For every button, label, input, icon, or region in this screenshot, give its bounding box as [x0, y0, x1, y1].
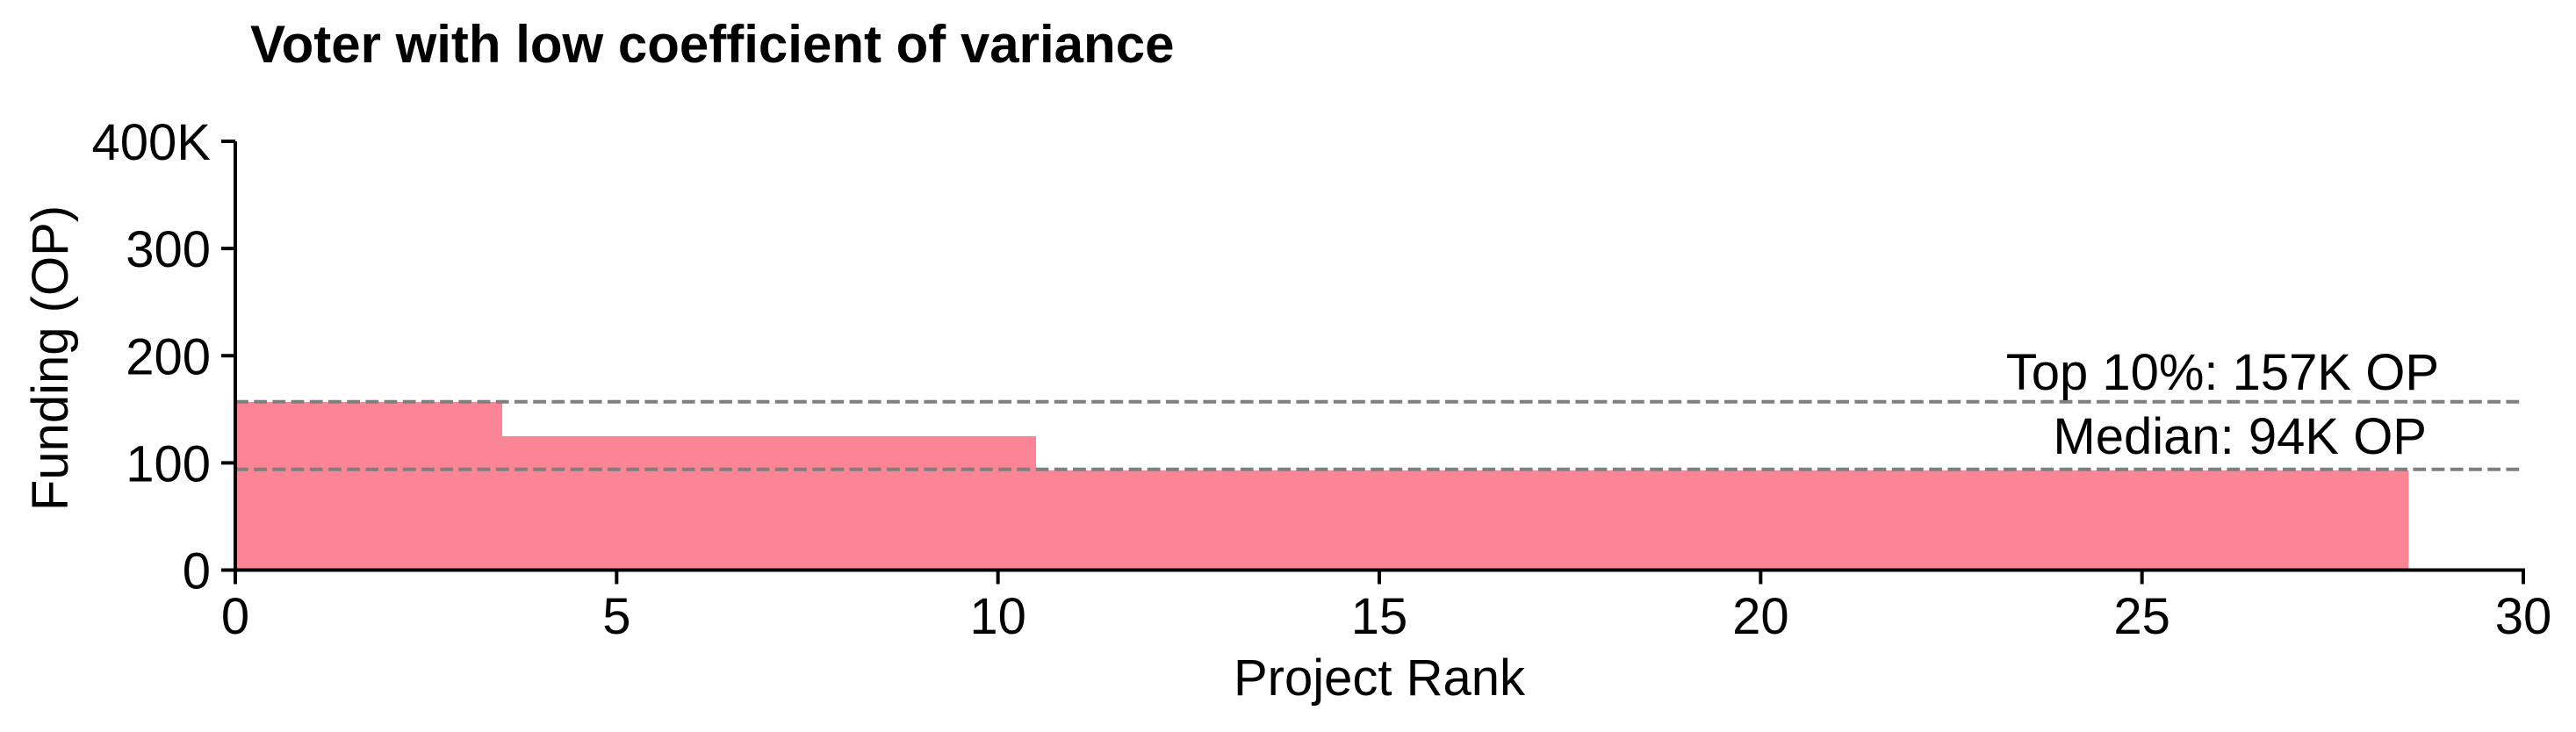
bar-rank-0	[235, 401, 274, 571]
bar-rank-13	[1188, 470, 1265, 571]
bar-rank-27	[2256, 470, 2333, 571]
y-tick-label-100: 100	[126, 435, 211, 492]
bars-layer	[235, 401, 2409, 571]
bar-rank-17	[1493, 470, 1571, 571]
bar-rank-24	[2027, 470, 2105, 571]
x-tick-label-0: 0	[221, 588, 249, 645]
x-tick-label-30: 30	[2495, 588, 2552, 645]
bar-rank-8	[807, 435, 884, 571]
x-tick-label-15: 15	[1351, 588, 1408, 645]
axes-layer	[221, 140, 2525, 585]
bar-rank-1	[273, 401, 350, 571]
bar-rank-3	[426, 401, 503, 571]
bar-rank-14	[1264, 470, 1342, 571]
bar-rank-20	[1722, 470, 1799, 571]
labels-layer: Voter with low coefficient of variance P…	[22, 15, 2439, 707]
bar-rank-7	[730, 435, 808, 571]
x-tick-label-10: 10	[969, 588, 1026, 645]
bar-rank-6	[654, 435, 731, 571]
y-tick-label-0: 0	[183, 543, 211, 600]
annotation-lines-layer	[235, 399, 2523, 471]
x-tick-label-20: 20	[1732, 588, 1789, 645]
bar-rank-21	[1798, 470, 1875, 571]
bar-rank-18	[1570, 470, 1647, 571]
y-tick-label-200: 200	[126, 328, 211, 385]
bar-rank-4	[502, 435, 579, 571]
bar-rank-23	[1951, 470, 2028, 571]
y-tick-label-400K: 400K	[92, 114, 212, 171]
top10-annotation-label: Top 10%: 157K OP	[2006, 344, 2439, 401]
bar-rank-10	[960, 435, 1037, 571]
y-axis-label: Funding (OP)	[22, 205, 79, 511]
bar-rank-16	[1417, 470, 1494, 571]
x-tick-label-25: 25	[2113, 588, 2170, 645]
median-annotation-label: Median: 94K OP	[2053, 408, 2427, 465]
bar-rank-11	[1036, 470, 1112, 571]
x-axis-label: Project Rank	[1234, 649, 1526, 707]
bar-rank-25	[2104, 470, 2181, 571]
bar-rank-28	[2332, 470, 2409, 571]
bar-rank-22	[1874, 470, 1952, 571]
y-tick-label-300: 300	[126, 221, 211, 278]
bar-rank-26	[2180, 470, 2256, 571]
bar-rank-12	[1112, 470, 1189, 571]
bar-rank-5	[578, 435, 655, 571]
bar-rank-9	[883, 435, 961, 571]
bar-rank-2	[349, 401, 427, 571]
bar-rank-19	[1646, 470, 1723, 571]
x-tick-label-5: 5	[602, 588, 630, 645]
chart-title: Voter with low coefficient of variance	[250, 15, 1174, 74]
bar-rank-15	[1341, 470, 1418, 571]
